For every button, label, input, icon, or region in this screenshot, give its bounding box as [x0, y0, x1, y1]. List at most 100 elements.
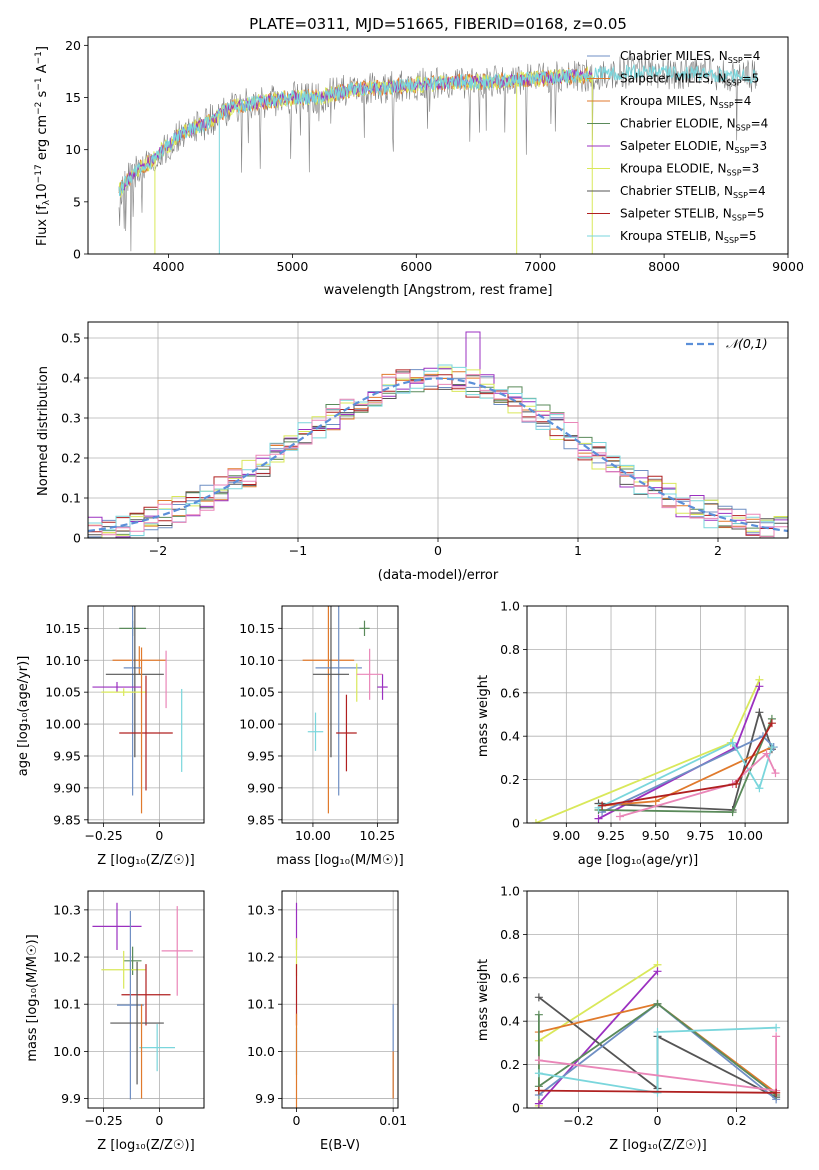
- legend-entry: Salpeter MILES, NSSP=5: [620, 72, 759, 88]
- plot-area: [295, 902, 394, 1108]
- y-tick-label: 0.4: [61, 371, 81, 386]
- axes-frame: [87, 36, 789, 255]
- plot-area: [92, 902, 193, 1100]
- y-tick-label: 0.2: [61, 451, 81, 466]
- spectrum-ylabel: Flux [fλ10−17 erg cm−2 s−1 A−1]: [34, 46, 52, 246]
- massweight-vs-age-panel: 9.00 9.25 9.50 9.75 10.00 0 0.2 0.4 0.6 0.8 1.0: [500, 599, 789, 843]
- plot-area: [534, 960, 781, 1108]
- y-tick-label: 10.05: [45, 685, 81, 700]
- mass-vs-ebv-panel: 0 0.01 9.9 10.0 10.1 10.2 10.3: [247, 890, 407, 1128]
- y-tick-label: 10.1: [247, 997, 275, 1012]
- point-marker: [762, 749, 771, 758]
- x-tick-label: 9.50: [642, 828, 670, 843]
- p8-ylabel: mass weight: [476, 959, 491, 1041]
- x-tick-label: 0.01: [379, 1113, 407, 1128]
- plot-area: [118, 55, 758, 254]
- x-tick-label: 10.00: [727, 828, 763, 843]
- legend-entry: Chabrier ELODIE, NSSP=4: [620, 117, 768, 133]
- y-tick-label: 0.6: [500, 970, 520, 985]
- point-marker: [772, 1023, 781, 1032]
- legend-entry: Kroupa MILES, NSSP=4: [620, 94, 751, 110]
- y-tick-label: 0.1: [61, 491, 81, 506]
- y-tick-label: 10.10: [239, 653, 275, 668]
- gaussian-curve: [88, 377, 788, 533]
- y-tick-label: 1.0: [500, 599, 520, 614]
- point-marker: [534, 1069, 543, 1078]
- y-tick-label: 0: [512, 1101, 520, 1116]
- y-tick-label: 10.2: [247, 950, 275, 965]
- x-tick-label: 9.00: [552, 828, 580, 843]
- y-tick-label: 0.3: [61, 411, 81, 426]
- x-tick-label: 1: [574, 543, 582, 558]
- legend-entry: Chabrier STELIB, NSSP=4: [620, 184, 766, 200]
- axes-frame: [281, 605, 399, 824]
- point-marker: [653, 967, 662, 976]
- point-marker: [653, 999, 662, 1008]
- y-tick-label: 10.2: [53, 950, 81, 965]
- point-marker: [534, 1086, 543, 1095]
- y-tick-label: 10.0: [247, 1044, 275, 1059]
- x-tick-label: 6000: [400, 259, 432, 274]
- point-marker: [594, 814, 603, 823]
- p8-xlabel: Z [log₁₀(Z/Z☉)]: [609, 1138, 706, 1153]
- legend-entry: Chabrier MILES, NSSP=4: [620, 49, 760, 65]
- y-tick-label: 0.8: [500, 927, 520, 942]
- histogram-step: [88, 372, 788, 538]
- x-tick-label: 0: [293, 1113, 301, 1128]
- x-tick-label: 4000: [153, 259, 185, 274]
- point-marker: [755, 708, 764, 717]
- plot-area: [531, 675, 780, 823]
- age-vs-z-panel: −0.25 0 9.85 9.90 9.95 10.00 10.05 10.10 10.15: [45, 605, 205, 843]
- axes-frame: [87, 890, 205, 1109]
- y-tick-label: 0.4: [500, 1014, 520, 1029]
- y-tick-label: 0: [73, 247, 81, 262]
- x-tick-label: 7000: [524, 259, 556, 274]
- x-tick-label: 0.2: [727, 1113, 747, 1128]
- p3-ylabel: age [log₁₀(age/yr)]: [16, 656, 31, 777]
- point-marker: [728, 738, 737, 747]
- mass-vs-z-panel: −0.25 0 9.9 10.0 10.1 10.2 10.3: [53, 890, 205, 1128]
- y-tick-label: 9.9: [255, 1091, 275, 1106]
- mass-weight-line: [538, 1002, 777, 1096]
- p7-xlabel: E(B-V): [320, 1138, 360, 1153]
- y-tick-label: 10.3: [247, 902, 275, 917]
- point-marker: [651, 797, 660, 806]
- y-tick-label: 10.05: [239, 685, 275, 700]
- x-tick-label: 5000: [277, 259, 309, 274]
- y-tick-label: 5: [73, 194, 81, 209]
- spectrum-title: PLATE=0311, MJD=51665, FIBERID=0168, z=0…: [249, 15, 627, 33]
- x-tick-label: 0: [155, 1113, 163, 1128]
- y-tick-label: 1.0: [500, 884, 520, 899]
- y-tick-label: 0.6: [500, 685, 520, 700]
- axes-frame: [526, 605, 789, 824]
- y-tick-label: 0.8: [500, 642, 520, 657]
- point-marker: [615, 812, 624, 821]
- x-tick-label: 9.75: [686, 828, 714, 843]
- spectrum-legend: Chabrier MILES, NSSP=4 Salpeter MILES, NS…: [587, 49, 768, 245]
- y-tick-label: 10.15: [239, 621, 275, 636]
- y-tick-label: 15: [65, 90, 81, 105]
- p6-xlabel: Z [log₁₀(Z/Z☉)]: [97, 1138, 194, 1153]
- point-marker: [598, 801, 607, 810]
- point-marker: [772, 1032, 781, 1041]
- y-tick-label: 10.15: [45, 621, 81, 636]
- axes-frame: [281, 890, 399, 1109]
- point-marker: [534, 1056, 543, 1065]
- y-tick-label: 10.0: [53, 1044, 81, 1059]
- legend-entry: Salpeter STELIB, NSSP=5: [620, 207, 764, 223]
- mass-weight-line: [538, 970, 659, 1105]
- mass-weight-line: [538, 1026, 777, 1094]
- y-tick-label: 9.85: [247, 812, 275, 827]
- point-marker: [767, 743, 776, 752]
- x-tick-label: −0.25: [84, 828, 122, 843]
- spectrum-line: [118, 64, 758, 197]
- point-marker: [534, 993, 543, 1002]
- y-tick-label: 9.85: [53, 812, 81, 827]
- y-tick-label: 0.4: [500, 729, 520, 744]
- p4-xlabel: mass [log₁₀(M/M☉)]: [276, 853, 403, 868]
- p5-xlabel: age [log₁₀(age/yr)]: [578, 853, 699, 868]
- y-tick-label: 0.2: [500, 772, 520, 787]
- y-tick-label: 10.10: [45, 653, 81, 668]
- age-vs-mass-panel: 10.00 10.25 9.85 9.90 9.95 10.00 10.05 10.10 10.…: [239, 605, 399, 843]
